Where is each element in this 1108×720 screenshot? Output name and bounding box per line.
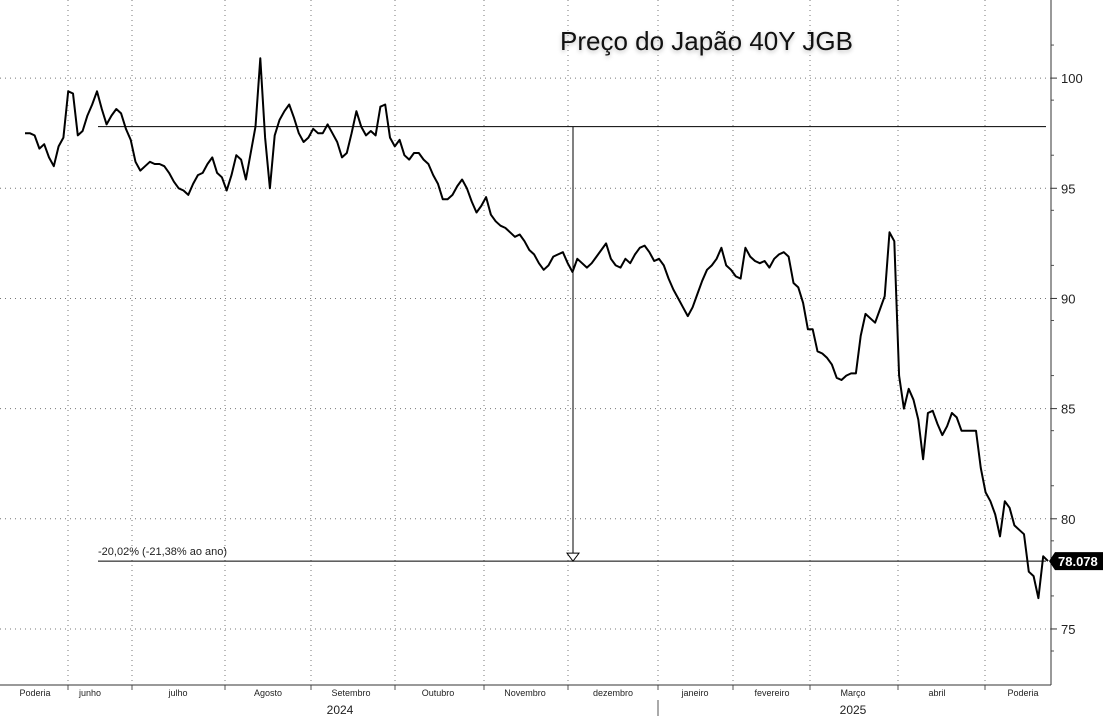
x-tick-label: Agosto bbox=[254, 688, 282, 698]
year-label: 2024 bbox=[327, 703, 354, 717]
x-tick-label: janeiro bbox=[680, 688, 708, 698]
year-label: 2025 bbox=[840, 703, 867, 717]
change-arrow-head bbox=[566, 552, 580, 562]
y-tick-label: 100 bbox=[1061, 71, 1083, 86]
y-tick-label: 85 bbox=[1061, 402, 1075, 417]
x-tick-label: Março bbox=[840, 688, 865, 698]
x-tick-label: abril bbox=[928, 688, 945, 698]
last-value-box bbox=[1049, 552, 1103, 571]
last-value-label: 78.078 bbox=[1058, 554, 1098, 569]
y-tick-label: 80 bbox=[1061, 512, 1075, 527]
label-layer: 75 80 85 90 95 100 Poderia junho julho Agosto Sete… bbox=[19, 71, 1103, 717]
grid-layer bbox=[0, 0, 1051, 685]
x-tick-label: Outubro bbox=[422, 688, 455, 698]
chart-title: Preço do Japão 40Y JGB bbox=[560, 26, 853, 56]
x-tick-label: junho bbox=[78, 688, 101, 698]
change-annotation: -20,02% (-21,38% ao ano) bbox=[98, 546, 227, 558]
y-tick-label: 75 bbox=[1061, 622, 1075, 637]
x-tick-label: fevereiro bbox=[754, 688, 789, 698]
x-tick-label: Poderia bbox=[19, 688, 50, 698]
reference-layer bbox=[98, 126, 1046, 562]
x-tick-label: Novembro bbox=[504, 688, 546, 698]
x-tick-label: Poderia bbox=[1007, 688, 1038, 698]
series-layer bbox=[25, 57, 1049, 600]
x-tick-label: julho bbox=[167, 688, 187, 698]
y-tick-label: 95 bbox=[1061, 181, 1075, 196]
axis-layer bbox=[0, 0, 1057, 716]
x-tick-label: Setembro bbox=[331, 688, 370, 698]
x-tick-label: dezembro bbox=[593, 688, 633, 698]
series-line bbox=[25, 57, 1049, 600]
y-tick-label: 90 bbox=[1061, 291, 1075, 306]
